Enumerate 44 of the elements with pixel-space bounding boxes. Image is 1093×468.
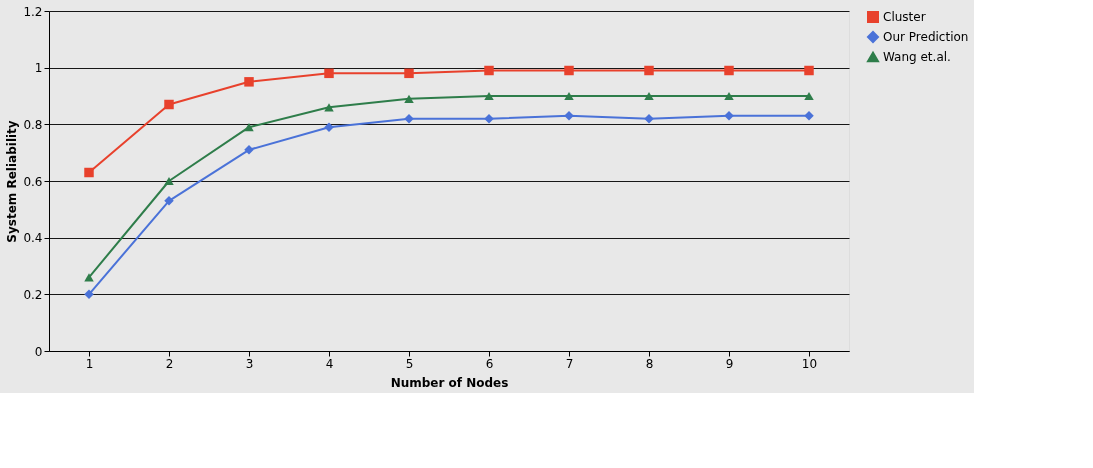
point <box>404 94 414 103</box>
point <box>484 91 494 101</box>
x-tick-label: 2 <box>165 356 174 371</box>
point <box>484 113 494 124</box>
point <box>324 68 334 79</box>
x-tick-label: 8 <box>645 356 654 371</box>
legend-label: Our Prediction <box>883 30 969 44</box>
point <box>804 91 814 101</box>
point <box>164 99 174 110</box>
x-axis-title: Number of Nodes <box>390 375 509 390</box>
point <box>164 176 174 186</box>
point <box>84 167 94 178</box>
legend-label: Wang et.al. <box>883 50 951 64</box>
y-tick-label: 0.6 <box>23 174 43 189</box>
point <box>244 77 254 87</box>
point <box>804 65 814 76</box>
y-tick-label: 0.4 <box>23 231 43 246</box>
x-tick-label: 4 <box>325 356 334 371</box>
x-tick-label: 7 <box>565 356 574 371</box>
point <box>644 113 654 124</box>
point <box>244 123 254 132</box>
point <box>644 91 654 101</box>
x-tick-label: 3 <box>245 356 254 371</box>
y-tick-label: 1.2 <box>23 4 43 19</box>
y-tick-label: 0 <box>34 344 43 359</box>
x-tick-label: 9 <box>725 356 734 371</box>
point <box>564 65 574 76</box>
point <box>404 68 414 79</box>
point <box>724 65 734 76</box>
x-tick-label: 10 <box>801 356 818 371</box>
x-tick-label: 6 <box>485 356 494 371</box>
y-tick-label: 0.2 <box>23 287 43 302</box>
point <box>484 65 494 76</box>
legend-label: Cluster <box>883 10 926 24</box>
y-tick-label: 1 <box>34 61 43 76</box>
point <box>84 289 94 300</box>
point <box>564 91 574 101</box>
point <box>404 113 414 124</box>
point <box>724 91 734 101</box>
y-tick-label: 0.8 <box>23 117 43 132</box>
x-tick-label: 5 <box>405 356 414 371</box>
point <box>644 65 654 76</box>
x-tick-label: 1 <box>85 356 94 371</box>
y-axis-title: System Reliability <box>5 120 20 243</box>
